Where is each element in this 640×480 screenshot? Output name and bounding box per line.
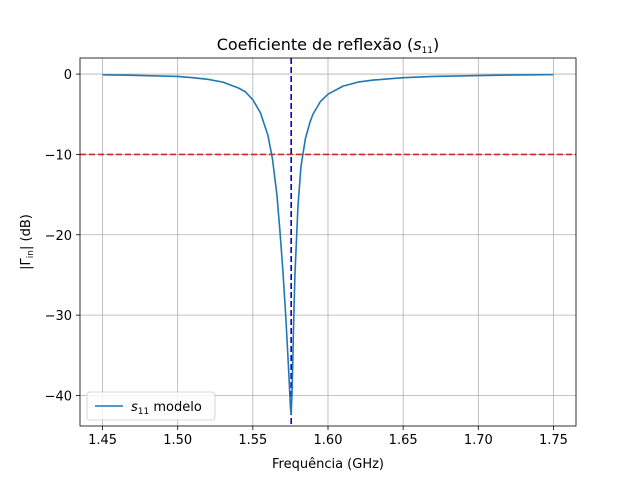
y-tick-label: −40	[45, 389, 72, 404]
x-tick-label: 1.70	[464, 433, 493, 448]
chart-title: Coeficiente de reflexão (s11)	[217, 35, 440, 56]
reference-lines	[80, 58, 576, 426]
y-tick-label: −20	[45, 229, 72, 244]
grid-lines	[80, 58, 576, 426]
x-tick-label: 1.75	[539, 433, 568, 448]
series-layer	[102, 73, 554, 415]
x-tick-label: 1.45	[88, 433, 117, 448]
legend-label: s11 modelo	[131, 400, 202, 417]
y-axis-ticks: 0 −10 −20 −30 −40	[45, 68, 80, 404]
x-axis-ticks: 1.45 1.50 1.55 1.60 1.65 1.70 1.75	[88, 426, 568, 448]
x-tick-label: 1.65	[389, 433, 418, 448]
legend: s11 modelo	[86, 391, 216, 421]
y-axis-label: |Γin| (dB)	[19, 214, 36, 270]
x-axis-label: Frequência (GHz)	[272, 457, 384, 472]
y-tick-label: 0	[64, 68, 72, 83]
legend-box	[86, 391, 216, 421]
y-tick-label: −30	[45, 309, 72, 324]
y-tick-label: −10	[45, 148, 72, 163]
x-tick-label: 1.55	[238, 433, 267, 448]
series-line-s11-modelo	[102, 73, 554, 415]
x-tick-label: 1.60	[314, 433, 343, 448]
x-tick-label: 1.50	[163, 433, 192, 448]
